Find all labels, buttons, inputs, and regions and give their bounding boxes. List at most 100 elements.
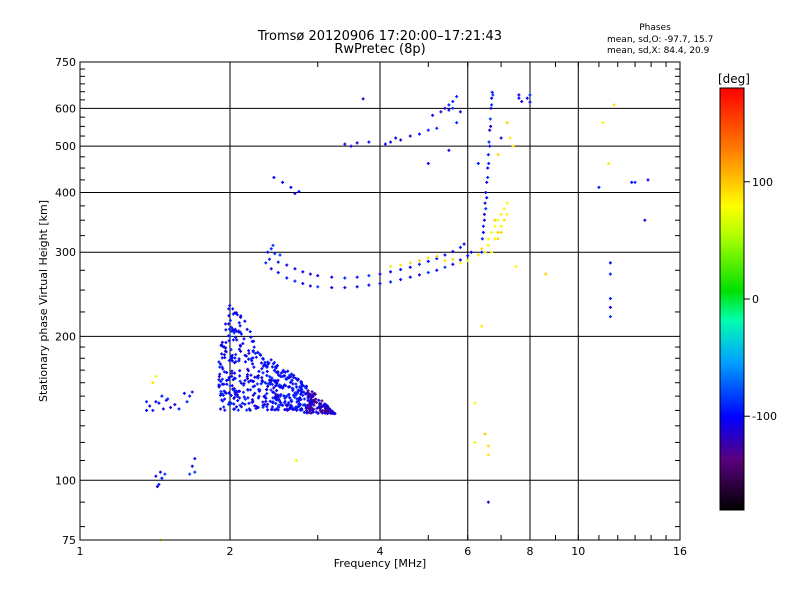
y-tick-label: 300 [55,246,76,259]
o-mode-point [312,403,316,407]
o-mode-point [316,411,320,415]
o-mode-point [228,304,232,308]
o-mode-point [227,307,231,311]
o-mode-point [301,393,305,397]
o-mode-point [276,260,280,264]
o-mode-point [248,330,252,334]
o-mode-point [484,190,488,194]
o-mode-point [241,390,245,394]
o-mode-point [238,330,242,334]
o-mode-point [268,375,272,379]
o-mode-point [383,142,387,146]
o-mode-point [417,132,421,136]
o-mode-point [166,397,170,401]
o-mode-point [160,394,164,398]
o-mode-point [608,297,612,301]
o-mode-point [517,93,521,97]
o-mode-point [275,398,279,402]
o-mode-point [490,103,494,107]
x-tick-label: 2 [227,545,234,558]
o-mode-point [219,407,223,411]
o-mode-point [274,401,278,405]
o-mode-point [259,361,263,365]
o-mode-point [233,361,237,365]
o-mode-point [265,374,269,378]
o-mode-point [239,332,243,336]
x-mode-point [417,259,421,263]
o-mode-point [399,278,403,282]
o-mode-point [229,348,233,352]
o-mode-point [326,410,330,414]
o-mode-point [608,305,612,309]
o-mode-point [297,404,301,408]
x-mode-point [426,256,430,260]
o-mode-point [295,385,299,389]
o-mode-point [230,329,234,333]
o-mode-point [281,386,285,390]
o-mode-point [308,284,312,288]
o-mode-point [238,396,242,400]
o-mode-point [219,379,223,383]
o-mode-point [251,393,255,397]
x-mode-point [399,263,403,267]
o-mode-point [320,405,324,409]
o-mode-point [222,370,226,374]
x-tick-label: 8 [527,545,534,558]
o-mode-point [265,388,269,392]
o-mode-point [234,352,238,356]
o-mode-point [193,457,197,461]
o-mode-point [361,97,365,101]
x-tick-label: 16 [673,545,687,558]
o-mode-point [301,282,305,286]
o-mode-point [269,247,273,251]
o-mode-point [227,314,231,318]
x-axis-label: Frequency [MHz] [334,557,426,570]
o-mode-point [525,96,529,100]
o-mode-point [253,404,257,408]
o-mode-point [301,403,305,407]
o-mode-point [222,389,226,393]
o-mode-point [462,242,466,246]
o-mode-point [232,402,236,406]
o-mode-point [443,253,447,257]
o-mode-point [469,250,473,254]
o-mode-point [285,276,289,280]
o-mode-point [608,315,612,319]
o-mode-point [265,364,269,368]
o-mode-point [355,141,359,145]
o-mode-point [220,398,224,402]
o-mode-point [490,96,494,100]
o-mode-point [269,378,273,382]
o-mode-point [306,411,310,415]
o-mode-point [288,407,292,411]
o-mode-point [260,367,264,371]
o-mode-point [232,331,236,335]
o-mode-point [487,140,491,144]
o-mode-point [224,340,228,344]
o-mode-point [260,376,264,380]
o-mode-point [378,272,382,276]
o-mode-point [273,252,277,256]
o-mode-point [161,407,165,411]
o-mode-point [290,372,294,376]
o-mode-point [284,408,288,412]
o-mode-point [309,393,313,397]
o-mode-point [367,274,371,278]
o-mode-point [234,335,238,339]
o-mode-point [241,342,245,346]
o-mode-point [253,391,257,395]
o-mode-point [486,500,490,504]
o-mode-point [219,390,223,394]
o-mode-point [270,405,274,409]
o-mode-point [257,389,261,393]
o-mode-point [323,409,327,413]
o-mode-point [281,375,285,379]
o-mode-point [238,369,242,373]
x-mode-point [466,259,470,263]
o-mode-point [220,340,224,344]
o-mode-point [231,338,235,342]
o-mode-point [190,464,194,468]
colorbar-frame [719,87,745,511]
o-mode-point [271,396,275,400]
o-mode-point [247,380,251,384]
